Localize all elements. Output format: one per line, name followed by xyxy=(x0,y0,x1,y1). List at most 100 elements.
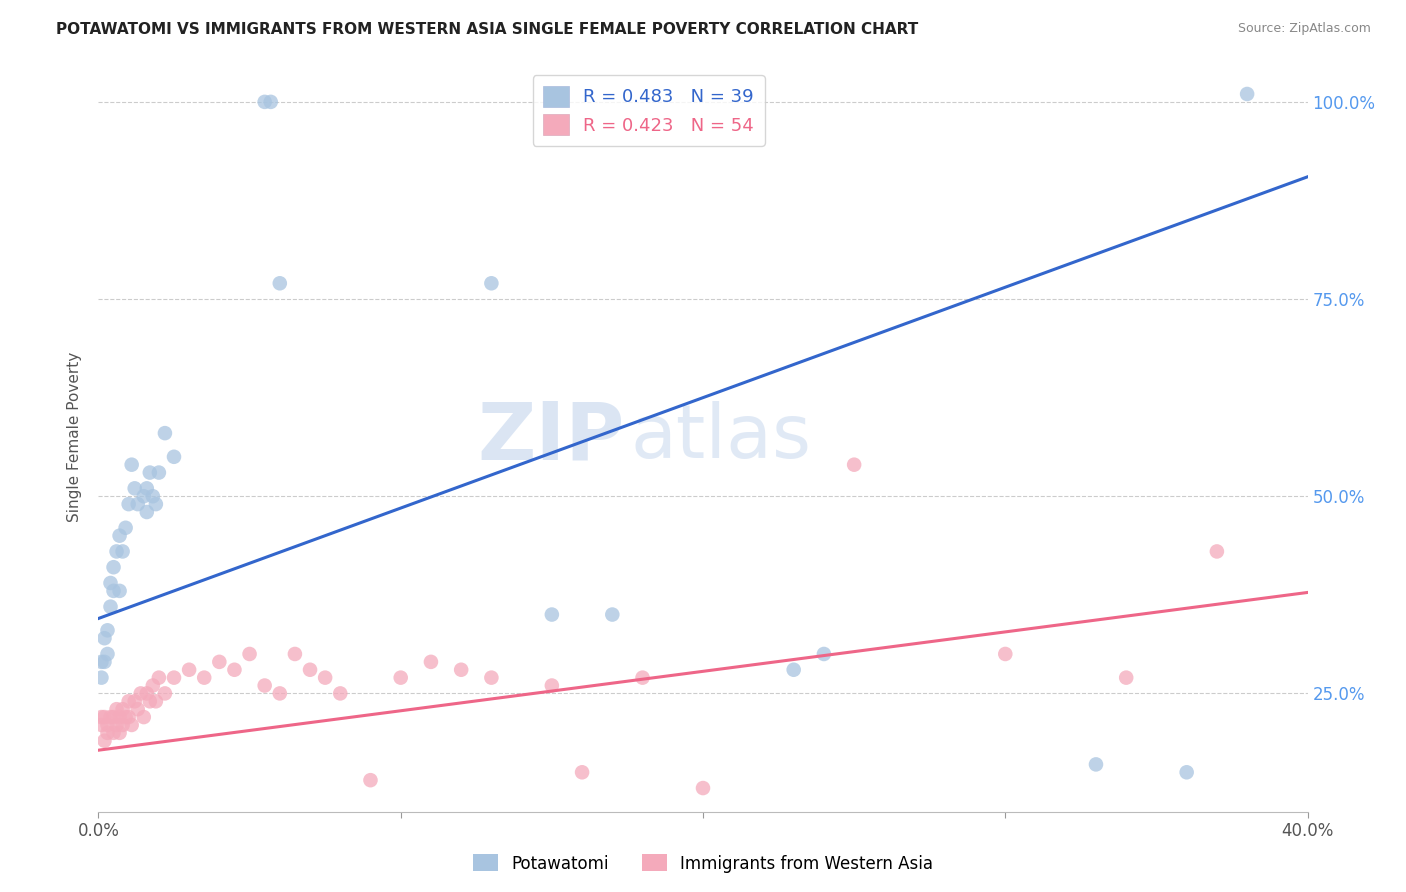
Point xyxy=(239,647,262,661)
Point xyxy=(571,765,593,780)
Point xyxy=(208,655,231,669)
Point xyxy=(1206,544,1229,558)
Point xyxy=(783,663,806,677)
Point xyxy=(692,780,714,795)
Point xyxy=(284,647,307,661)
Point xyxy=(93,710,115,724)
Y-axis label: Single Female Poverty: Single Female Poverty xyxy=(67,352,83,522)
Point xyxy=(148,671,170,685)
Point xyxy=(96,647,118,661)
Point xyxy=(389,671,412,685)
Point xyxy=(96,726,118,740)
Point xyxy=(148,466,170,480)
Point xyxy=(105,544,128,558)
Point xyxy=(93,655,115,669)
Point xyxy=(135,505,157,519)
Point xyxy=(108,710,131,724)
Point xyxy=(118,497,141,511)
Point xyxy=(142,679,165,693)
Point xyxy=(103,726,125,740)
Point xyxy=(100,599,122,614)
Point xyxy=(631,671,654,685)
Point xyxy=(124,694,146,708)
Point xyxy=(1115,671,1137,685)
Point xyxy=(108,583,131,598)
Point xyxy=(314,671,336,685)
Text: Source: ZipAtlas.com: Source: ZipAtlas.com xyxy=(1237,22,1371,36)
Point xyxy=(153,686,176,700)
Point xyxy=(540,679,562,693)
Point xyxy=(540,607,562,622)
Point xyxy=(105,702,128,716)
Point xyxy=(299,663,322,677)
Point xyxy=(105,718,128,732)
Point xyxy=(90,710,112,724)
Point xyxy=(193,671,215,685)
Legend: Potawatomi, Immigrants from Western Asia: Potawatomi, Immigrants from Western Asia xyxy=(465,847,941,880)
Point xyxy=(103,560,125,574)
Text: POTAWATOMI VS IMMIGRANTS FROM WESTERN ASIA SINGLE FEMALE POVERTY CORRELATION CHA: POTAWATOMI VS IMMIGRANTS FROM WESTERN AS… xyxy=(56,22,918,37)
Point xyxy=(163,671,186,685)
Point xyxy=(124,481,146,495)
Point xyxy=(111,544,134,558)
Point xyxy=(260,95,283,109)
Point xyxy=(253,679,276,693)
Point xyxy=(121,458,143,472)
Point xyxy=(100,710,122,724)
Point xyxy=(224,663,246,677)
Point xyxy=(93,733,115,747)
Point xyxy=(135,686,157,700)
Point xyxy=(142,489,165,503)
Point xyxy=(179,663,201,677)
Point xyxy=(118,710,141,724)
Point xyxy=(153,426,176,441)
Point xyxy=(114,521,136,535)
Point xyxy=(129,686,152,700)
Point xyxy=(269,277,291,291)
Point xyxy=(1085,757,1108,772)
Point xyxy=(135,481,157,495)
Point xyxy=(111,718,134,732)
Point xyxy=(994,647,1017,661)
Point xyxy=(118,694,141,708)
Point xyxy=(145,497,167,511)
Text: atlas: atlas xyxy=(630,401,811,474)
Point xyxy=(844,458,866,472)
Legend: R = 0.483   N = 39, R = 0.423   N = 54: R = 0.483 N = 39, R = 0.423 N = 54 xyxy=(533,75,765,145)
Text: ZIP: ZIP xyxy=(477,398,624,476)
Point xyxy=(139,694,162,708)
Point xyxy=(108,726,131,740)
Point xyxy=(127,497,149,511)
Point xyxy=(111,702,134,716)
Point xyxy=(329,686,352,700)
Point xyxy=(481,277,503,291)
Point xyxy=(96,718,118,732)
Point xyxy=(127,702,149,716)
Point xyxy=(813,647,835,661)
Point xyxy=(108,529,131,543)
Point xyxy=(450,663,472,677)
Point xyxy=(90,655,112,669)
Point xyxy=(121,718,143,732)
Point xyxy=(132,489,155,503)
Point xyxy=(103,710,125,724)
Point xyxy=(103,583,125,598)
Point xyxy=(90,718,112,732)
Point xyxy=(163,450,186,464)
Point xyxy=(96,624,118,638)
Point xyxy=(360,773,382,788)
Point xyxy=(93,631,115,645)
Point xyxy=(132,710,155,724)
Point xyxy=(1175,765,1198,780)
Point xyxy=(139,466,162,480)
Point xyxy=(253,95,276,109)
Point xyxy=(90,671,112,685)
Point xyxy=(269,686,291,700)
Point xyxy=(1236,87,1258,101)
Point xyxy=(420,655,443,669)
Point xyxy=(145,694,167,708)
Point xyxy=(100,576,122,591)
Point xyxy=(602,607,624,622)
Point xyxy=(481,671,503,685)
Point xyxy=(114,710,136,724)
